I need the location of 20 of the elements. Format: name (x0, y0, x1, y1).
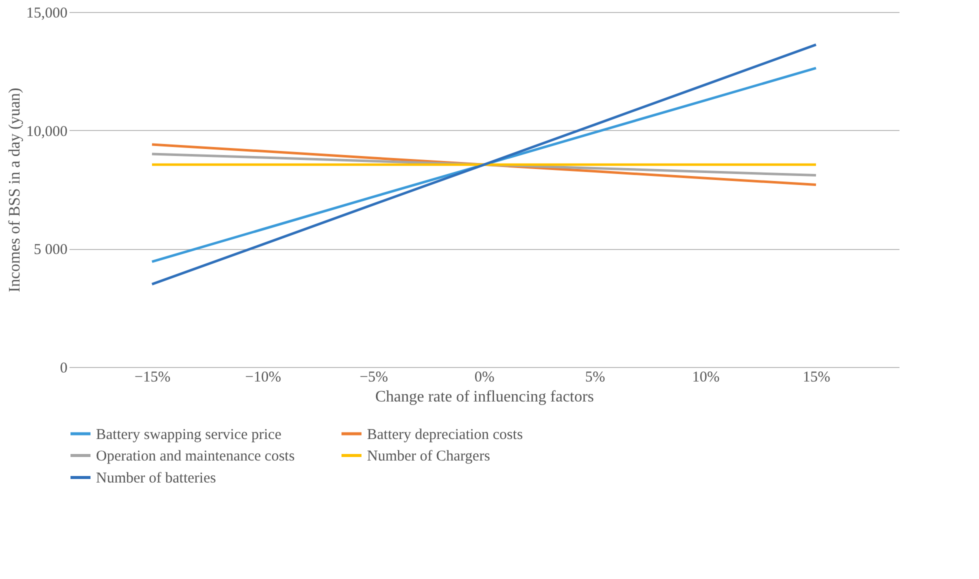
legend-label: Number of Chargers (367, 448, 490, 464)
x-tick-label: −5% (360, 370, 388, 386)
x-tick-label: 5% (585, 370, 606, 386)
x-tick-label: −15% (134, 370, 170, 386)
legend-label: Number of batteries (96, 470, 216, 486)
x-tick-label: 15% (802, 370, 830, 386)
y-tick-label: 5 000 (34, 242, 68, 258)
x-tick-label: −10% (245, 370, 282, 386)
x-axis-title: Change rate of influencing factors (375, 388, 594, 406)
line-series (150, 43, 818, 286)
y-tick-label: 0 (60, 360, 68, 376)
line-series (150, 66, 818, 263)
y-tick-label: 10,000 (26, 124, 68, 140)
y-axis-title: Incomes of BSS in a day (yuan) (6, 88, 24, 292)
legend-label: Battery swapping service price (96, 426, 282, 443)
legend-label: Operation and maintenance costs (96, 448, 295, 464)
legend-label: Battery depreciation costs (367, 426, 523, 443)
x-tick-label: 0% (474, 370, 494, 386)
y-tick-label: 15,000 (26, 6, 68, 22)
x-tick-label: 10% (692, 370, 720, 386)
